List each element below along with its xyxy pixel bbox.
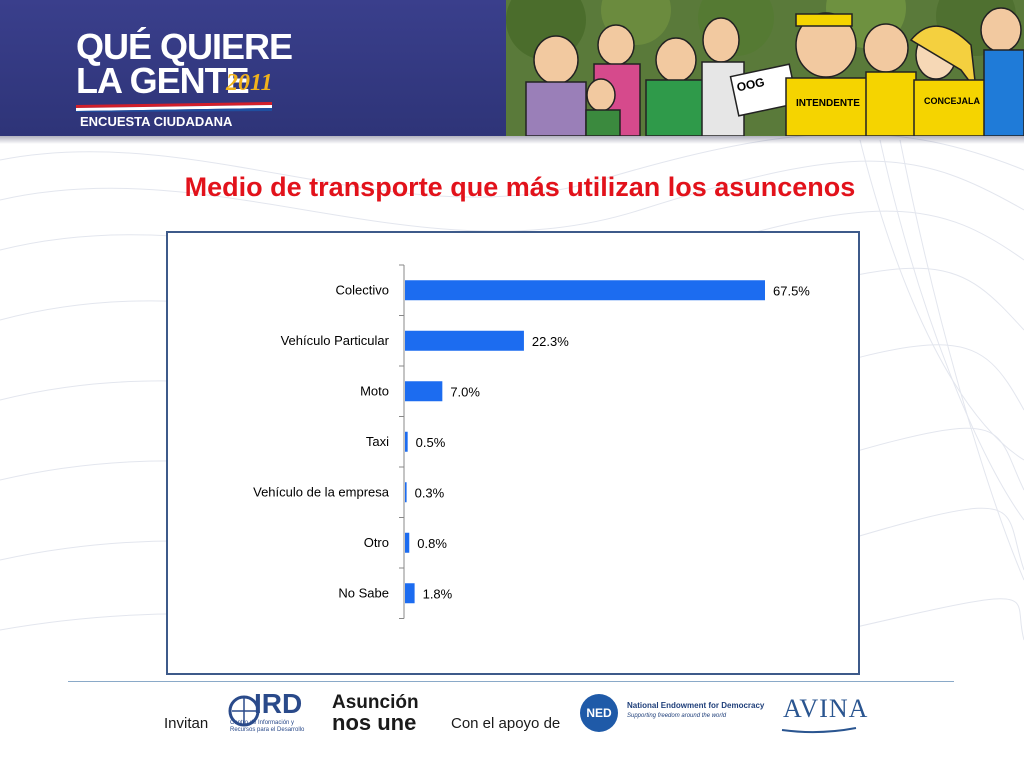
bar [405, 431, 408, 452]
chart-container: Colectivo 67.5% Vehículo Particular 22.3% Mo… [166, 231, 860, 675]
data-label: 7.0% [450, 384, 480, 399]
data-label: 0.8% [417, 536, 447, 551]
footer-sponsors: Invitan IRD Centro de Información y Recu… [0, 682, 1024, 768]
logo-line-2: LA GENTE [76, 60, 250, 101]
data-label: 0.3% [415, 485, 445, 500]
bar-chart: Colectivo 67.5% Vehículo Particular 22.3% Mo… [253, 264, 810, 619]
logo-line-1: QUÉ QUIERE [76, 26, 293, 67]
asuncion-nos-une-logo: Asunción nos une [332, 692, 419, 735]
asuncion-logo-line-1: Asunción [332, 692, 419, 713]
invitan-label: Invitan [164, 715, 209, 732]
cartoon-sign-3: CONCEJALA [924, 96, 981, 106]
avina-logo: AVINA [783, 694, 869, 723]
ird-logo-text: IRD [254, 688, 303, 719]
category-label: Moto [360, 383, 389, 398]
data-label: 1.8% [423, 586, 453, 601]
flag-stripes-icon [76, 102, 272, 112]
data-label: 0.5% [416, 435, 446, 450]
bar [405, 381, 443, 402]
data-label: 67.5% [773, 283, 810, 298]
header-banner: QUÉ QUIERE LA GENTE 2011 ENCUESTA CIUDAD… [0, 0, 1024, 136]
crowd-cartoon-illustration: OOG INTENDENTE CONCEJALA [506, 0, 1024, 136]
footer-divider [68, 681, 954, 682]
ned-logo-tagline: Supporting freedom around the world [627, 713, 727, 719]
header-shadow [0, 136, 1024, 144]
logo-year: 2011 [226, 70, 273, 96]
ird-globe-icon [228, 695, 260, 727]
page-title: Medio de transporte que más utilizan los… [184, 172, 856, 202]
bar [405, 583, 415, 604]
cartoon-sign-1: OOG [735, 75, 765, 95]
bar [405, 330, 524, 351]
apoyo-label: Con el apoyo de [451, 715, 561, 732]
bar [405, 280, 765, 301]
logo-subtitle: ENCUESTA CIUDADANA [80, 114, 233, 129]
category-label: No Sabe [338, 585, 389, 600]
category-label: Colectivo [336, 282, 389, 297]
category-label: Vehículo de la empresa [253, 484, 390, 499]
survey-logo: QUÉ QUIERE LA GENTE 2011 ENCUESTA CIUDAD… [76, 26, 293, 129]
ird-logo-subtitle: Centro de Información y Recursos para el… [230, 720, 305, 733]
data-label: 22.3% [532, 334, 569, 349]
cartoon-sign-2: INTENDENTE [796, 98, 860, 109]
category-label: Taxi [366, 434, 389, 449]
category-label: Otro [364, 535, 389, 550]
asuncion-logo-line-2: nos une [332, 710, 417, 735]
bar [405, 532, 410, 553]
category-label: Vehículo Particular [281, 333, 390, 348]
ned-logo-name: National Endowment for Democracy [627, 701, 765, 710]
bar [405, 482, 407, 503]
avina-swoosh-icon [781, 727, 857, 734]
ned-logo-icon: NED [580, 694, 618, 732]
